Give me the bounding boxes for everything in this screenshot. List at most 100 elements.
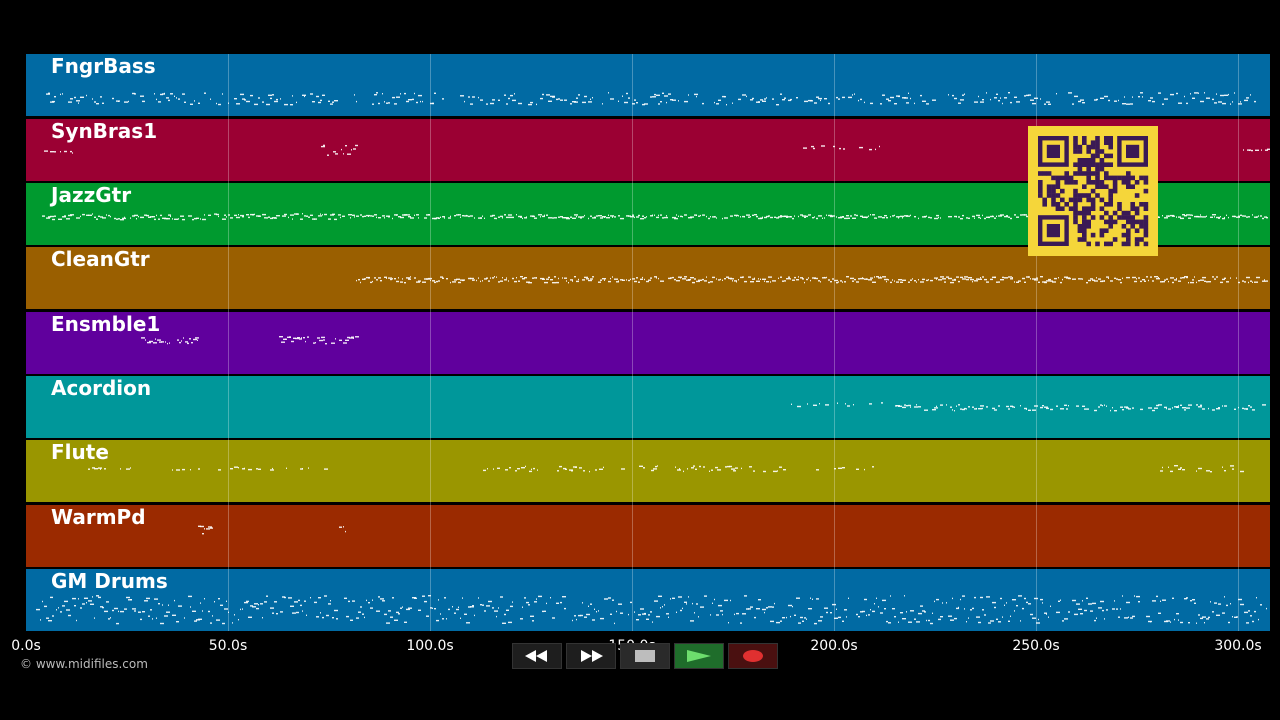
note-mark [154,93,155,95]
note-mark [285,338,286,340]
note-mark [116,622,119,625]
note-mark [610,215,614,217]
note-mark [1082,278,1083,280]
note-mark [510,216,514,219]
record-button[interactable] [728,643,778,669]
note-mark [881,402,883,404]
track-lane-warmpd: WarmPd [26,505,1270,567]
note-mark [264,601,267,603]
note-mark [1180,467,1182,469]
note-mark [752,214,754,216]
note-mark [394,619,398,621]
note-mark [394,103,397,105]
note-mark [942,278,946,280]
note-mark [894,616,896,618]
note-mark [319,339,323,342]
note-mark [1000,97,1001,99]
note-mark [672,276,674,279]
note-mark [836,96,838,99]
track-name: GM Drums [51,569,168,593]
note-mark [434,217,437,220]
note-mark [1214,278,1216,280]
note-mark [926,215,927,217]
note-mark [724,96,726,98]
note-mark [586,613,590,616]
note-mark [238,214,239,216]
note-mark [436,217,439,219]
note-mark [1118,616,1120,618]
note-mark [824,217,825,219]
note-mark [588,605,589,607]
note-mark [984,614,986,616]
note-mark [214,601,215,603]
track-name: Acordion [51,376,152,400]
note-mark [962,278,966,280]
note-mark [62,216,66,218]
note-mark [814,622,817,625]
note-mark [844,281,846,283]
note-mark [1000,214,1004,216]
note-mark [532,277,534,279]
note-mark [774,216,776,218]
note-mark [120,468,121,470]
note-mark [640,608,644,610]
note-mark [517,468,520,470]
note-mark [886,98,889,100]
note-mark [693,465,695,467]
note-mark [750,281,754,283]
note-mark [1204,622,1205,624]
qr-code[interactable] [1028,126,1158,256]
note-mark [266,103,270,106]
note-mark [879,145,880,148]
note-mark [400,281,403,283]
note-mark [741,467,742,470]
note-mark [204,92,206,94]
note-mark [1240,470,1244,473]
play-button[interactable] [674,643,724,669]
note-mark [1166,407,1167,410]
note-mark [504,214,506,216]
note-mark [684,601,687,603]
note-mark [468,277,471,280]
fast-forward-button[interactable] [566,643,616,669]
note-mark [1180,621,1183,624]
note-mark [890,595,891,597]
note-mark [266,595,268,597]
note-mark [130,217,131,219]
note-mark [1212,214,1216,216]
note-mark [1026,408,1027,410]
note-mark [312,101,315,103]
note-mark [174,599,175,602]
note-mark [104,610,108,613]
note-mark [752,97,754,100]
note-mark [674,278,676,281]
rewind-button[interactable] [512,643,562,669]
note-mark [916,404,917,406]
note-mark [1194,92,1198,94]
note-mark [576,280,579,283]
note-mark [734,613,735,616]
note-mark [836,608,837,610]
note-mark [552,96,555,98]
note-mark [828,102,830,105]
note-mark [486,103,488,105]
note-mark [488,600,492,603]
note-mark [1044,612,1047,614]
track-area: FngrBass SynBras1 JazzGtr CleanGtr Ensmb… [26,54,1270,631]
note-sequence [356,276,1268,284]
note-mark [608,92,609,94]
note-mark [726,104,727,106]
note-mark [1036,622,1040,624]
note-mark [48,216,51,218]
note-mark [1056,611,1060,614]
note-mark [516,214,517,216]
note-mark [496,615,497,618]
note-mark [114,217,116,220]
note-mark [828,279,830,281]
note-mark [890,96,894,99]
note-mark [482,604,484,606]
note-mark [1068,92,1072,94]
note-mark [694,278,696,280]
note-mark [348,600,350,603]
stop-button[interactable] [620,643,670,669]
